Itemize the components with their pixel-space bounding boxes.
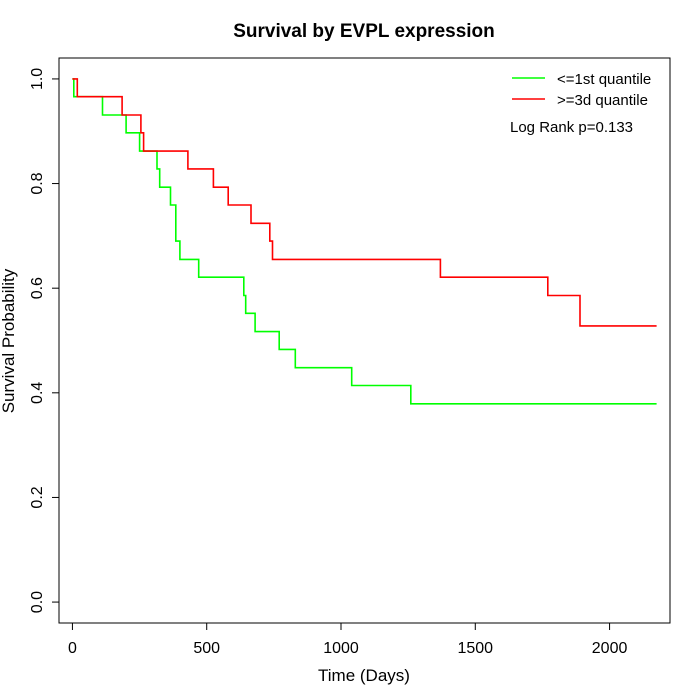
legend-label-low: <=1st quantile: [557, 71, 651, 88]
chart-title: Survival by EVPL expression: [233, 21, 495, 42]
x-tick-label: 2000: [592, 640, 628, 657]
y-tick-label: 0.6: [29, 277, 46, 299]
x-tick-label: 500: [193, 640, 220, 657]
plot-frame: [58, 57, 671, 624]
y-tick-label: 1.0: [29, 68, 46, 90]
y-tick-label: 0.8: [29, 172, 46, 194]
y-axis-label: Survival Probability: [0, 268, 18, 413]
y-tick-label: 0.0: [29, 591, 46, 613]
survival-curve-low: [72, 78, 657, 405]
legend-label-high: >=3d quantile: [557, 92, 648, 109]
y-axis: 0.0 0.2 0.4 0.6 0.8 1.0: [29, 68, 60, 613]
series-layer: [72, 78, 657, 405]
x-tick-label: 1000: [323, 640, 359, 657]
log-rank-annotation: Log Rank p=0.133: [510, 119, 633, 136]
y-tick-label: 0.4: [29, 382, 46, 404]
y-tick-label: 0.2: [29, 486, 46, 508]
x-axis: 0 500 1000 1500 2000: [68, 622, 628, 657]
x-tick-label: 0: [68, 640, 77, 657]
x-axis-label: Time (Days): [318, 666, 410, 685]
x-tick-label: 1500: [457, 640, 493, 657]
survival-curve-high: [72, 78, 657, 327]
legend: <=1st quantile >=3d quantile: [512, 71, 651, 109]
